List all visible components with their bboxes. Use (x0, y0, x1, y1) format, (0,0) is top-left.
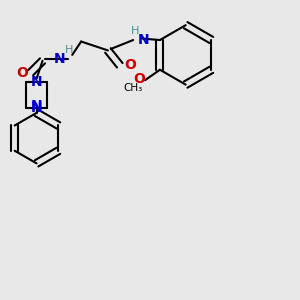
Text: N: N (138, 33, 150, 47)
Text: N: N (31, 101, 42, 116)
Text: O: O (133, 72, 145, 86)
Text: N: N (54, 52, 66, 66)
Text: N: N (31, 99, 42, 113)
Text: O: O (16, 66, 28, 80)
Text: N: N (31, 75, 42, 88)
Text: H: H (65, 45, 74, 55)
Text: CH₃: CH₃ (124, 83, 143, 93)
Text: O: O (124, 58, 136, 72)
Text: H: H (130, 26, 139, 36)
